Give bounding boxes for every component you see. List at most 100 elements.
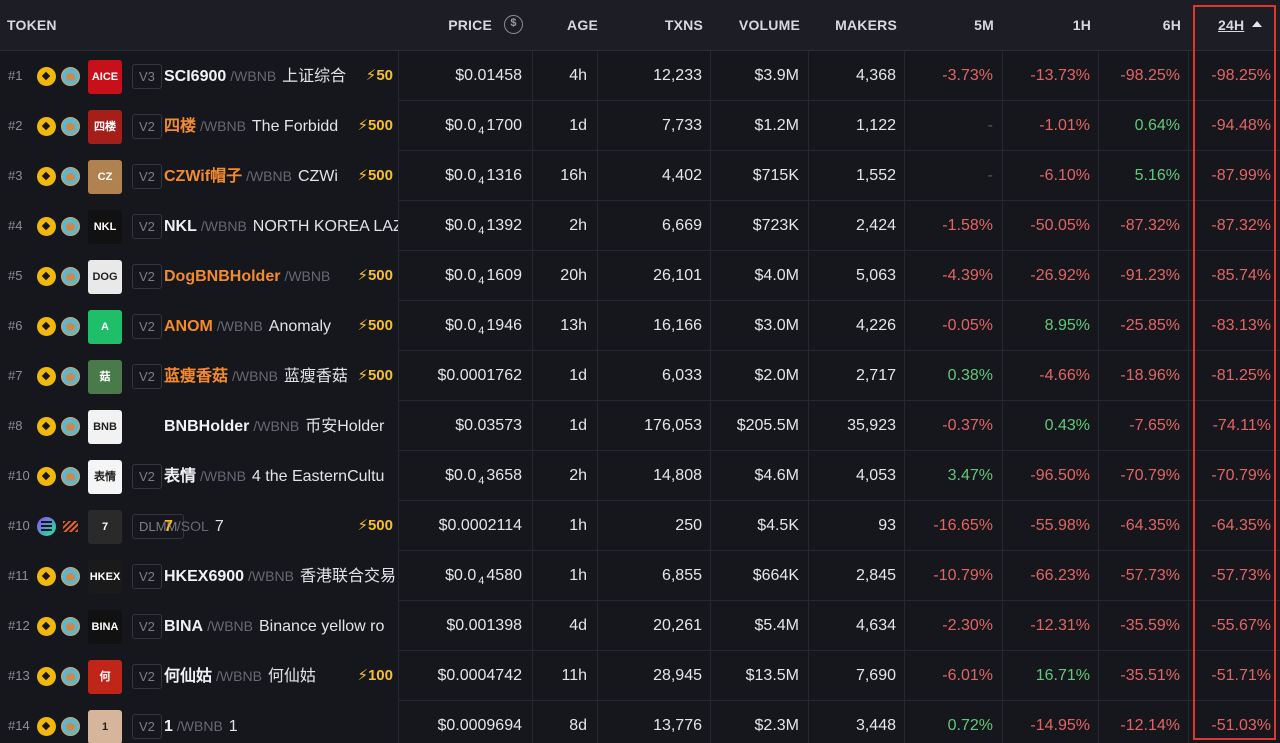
col-24h-header[interactable]: 24H	[1218, 0, 1274, 51]
boost-badge[interactable]: ⚡500	[355, 301, 393, 351]
cell-h24: -83.13%	[1211, 317, 1271, 334]
token-name: 何仙姑	[267, 668, 316, 685]
cell-h6: -91.23%	[1100, 251, 1189, 301]
pair-quote: /WBNB	[216, 668, 262, 684]
rank-label: #3	[8, 168, 23, 183]
dex-version-badge: V2	[132, 664, 162, 689]
token-symbol: BINA	[164, 618, 204, 635]
cell-makers: 7,690	[810, 651, 905, 701]
cell-age: 1d	[533, 101, 598, 151]
token-cell[interactable]: #1 AICE V3 SCI6900/WBNB 上证综合 ⚡50	[0, 51, 399, 101]
price-cell: $0.0 4 3658	[400, 451, 533, 501]
col-6h-header[interactable]: 6H	[1162, 17, 1181, 33]
price-zero-count: 4	[478, 125, 485, 137]
token-cell[interactable]: #11 HKEX V2 HKEX6900/WBNB 香港联合交易	[0, 551, 399, 601]
cell-h6: -25.85%	[1100, 301, 1189, 351]
table-row[interactable]: #5 DOG V2 DogBNBHolder/WBNB ⚡500 $0.0 4 1609 20h…	[0, 251, 1280, 301]
token-name: The Forbidd	[251, 118, 339, 135]
table-row[interactable]: #4 NKL V2 NKL/WBNB NORTH KOREA LAZ $0.0 4 1392 2…	[0, 201, 1280, 251]
pancakeswap-icon	[61, 67, 80, 86]
token-name: CZWi	[297, 168, 338, 185]
token-cell[interactable]: #12 BINA V2 BINA/WBNB Binance yellow ro	[0, 601, 399, 651]
cell-h6: -18.96%	[1100, 351, 1189, 401]
token-cell[interactable]: #10 7 DLMM 7/SOL 7 ⚡500	[0, 501, 399, 551]
dollar-coin-icon[interactable]: $	[504, 14, 523, 34]
token-info: DogBNBHolder/WBNB	[164, 251, 330, 301]
token-cell[interactable]: #14 1 V2 1/WBNB 1	[0, 701, 399, 743]
token-cell[interactable]: #5 DOG V2 DogBNBHolder/WBNB ⚡500	[0, 251, 399, 301]
rank-label: #1	[8, 68, 23, 83]
col-5m-header[interactable]: 5M	[974, 17, 994, 33]
boost-badge[interactable]: ⚡500	[355, 251, 393, 301]
table-row[interactable]: #11 HKEX V2 HKEX6900/WBNB 香港联合交易 $0.0 4 4580 1h 6…	[0, 551, 1280, 601]
cell-h24: -51.71%	[1211, 667, 1271, 684]
table-row[interactable]: #14 1 V2 1/WBNB 1 $0.0009694 8d 13,776 $2.3M 3,44…	[0, 701, 1280, 743]
rank-label: #14	[8, 718, 30, 733]
cell-age: 4h	[533, 51, 598, 101]
dex-version-badge: V2	[132, 614, 162, 639]
boost-badge[interactable]: ⚡500	[355, 101, 393, 151]
currency-toggle[interactable]: $	[498, 0, 523, 51]
table-row[interactable]: #8 BNB BNBHolder/WBNB 币安Holder $0.03573 1d 176…	[0, 401, 1280, 451]
cell-txns: 13,776	[606, 701, 711, 743]
token-cell[interactable]: #13 何 V2 何仙姑/WBNB 何仙姑 ⚡100	[0, 651, 399, 701]
table-row[interactable]: #10 7 DLMM 7/SOL 7 ⚡500 $0.0002114 1h 250 $4.5K 93…	[0, 501, 1280, 551]
cell-makers: 5,063	[810, 251, 905, 301]
cell-makers: 1,122	[810, 101, 905, 151]
token-cell[interactable]: #10 表情 V2 表情/WBNB 4 the EasternCultu	[0, 451, 399, 501]
token-cell[interactable]: #6 A V2 ANOM/WBNB Anomaly ⚡500	[0, 301, 399, 351]
token-logo: 何	[88, 660, 122, 694]
pair-quote: /WBNB	[248, 568, 294, 584]
cell-h1: 0.43%	[1004, 401, 1099, 451]
token-cell[interactable]: #8 BNB BNBHolder/WBNB 币安Holder	[0, 401, 399, 451]
col-volume-header[interactable]: VOLUME	[738, 17, 800, 33]
table-row[interactable]: #6 A V2 ANOM/WBNB Anomaly ⚡500 $0.0 4 1946 13h 16,…	[0, 301, 1280, 351]
cell-volume: $4.0M	[712, 251, 809, 301]
price-cell: $0.0 4 4580	[400, 551, 533, 601]
boost-badge[interactable]: ⚡50	[363, 51, 393, 101]
token-cell[interactable]: #4 NKL V2 NKL/WBNB NORTH KOREA LAZ	[0, 201, 399, 251]
table-row[interactable]: #2 四楼 V2 四楼/WBNB The Forbidd ⚡500 $0.0 4 1700 1d 7…	[0, 101, 1280, 151]
token-name: 1	[228, 718, 238, 735]
cell-m5: 0.72%	[906, 701, 1003, 743]
col-price-header[interactable]: PRICE	[400, 0, 492, 51]
col-txns-header[interactable]: TXNS	[664, 17, 703, 33]
price-header-label: PRICE	[448, 17, 492, 33]
table-row[interactable]: #12 BINA V2 BINA/WBNB Binance yellow ro $0.00…	[0, 601, 1280, 651]
col-age-header[interactable]: AGE	[567, 17, 598, 33]
col-makers-header[interactable]: MAKERS	[835, 17, 897, 33]
table-row[interactable]: #1 AICE V3 SCI6900/WBNB 上证综合 ⚡50 $0.01458 4h 12,…	[0, 51, 1280, 101]
price-prefix: $0.0	[445, 217, 477, 234]
cell-m5: -4.39%	[906, 251, 1003, 301]
col-1h-header[interactable]: 1H	[1072, 17, 1091, 33]
token-logo: NKL	[88, 210, 122, 244]
cell-h24: -98.25%	[1211, 67, 1271, 84]
cell-txns: 26,101	[606, 251, 711, 301]
token-symbol: 7	[164, 518, 173, 535]
table-row[interactable]: #3 CZ V2 CZWif帽子/WBNB CZWi ⚡500 $0.0 4 1316 16h 4,…	[0, 151, 1280, 201]
dex-version-badge: V2	[132, 164, 162, 189]
price-digits: 1316	[486, 167, 522, 184]
boost-badge[interactable]: ⚡500	[355, 351, 393, 401]
table-row[interactable]: #7 菇 V2 蓝瘦香菇/WBNB 蓝瘦香菇 ⚡500 $0.0001762 1d 6,033 $…	[0, 351, 1280, 401]
table-row[interactable]: #13 何 V2 何仙姑/WBNB 何仙姑 ⚡100 $0.0004742 11h 28,945…	[0, 651, 1280, 701]
cell-volume: $5.4M	[712, 601, 809, 651]
col-token-header[interactable]: TOKEN	[7, 17, 57, 33]
token-cell[interactable]: #3 CZ V2 CZWif帽子/WBNB CZWi ⚡500	[0, 151, 399, 201]
pair-quote: /WBNB	[284, 268, 331, 284]
boost-badge[interactable]: ⚡100	[355, 651, 393, 701]
token-cell[interactable]: #2 四楼 V2 四楼/WBNB The Forbidd ⚡500	[0, 101, 399, 151]
table-row[interactable]: #10 表情 V2 表情/WBNB 4 the EasternCultu $0.0 4 365…	[0, 451, 1280, 501]
cell-h24: -87.32%	[1211, 217, 1271, 234]
token-info: CZWif帽子/WBNB CZWi	[164, 151, 338, 201]
pancakeswap-icon	[61, 367, 80, 386]
cell-h6: -35.59%	[1100, 601, 1189, 651]
token-info: ANOM/WBNB Anomaly	[164, 301, 331, 351]
token-cell[interactable]: #7 菇 V2 蓝瘦香菇/WBNB 蓝瘦香菇 ⚡500	[0, 351, 399, 401]
cell-txns: 176,053	[606, 401, 711, 451]
boost-badge[interactable]: ⚡500	[355, 501, 393, 551]
boost-badge[interactable]: ⚡500	[355, 151, 393, 201]
cell-age: 8d	[533, 701, 598, 743]
pair-quote: /WBNB	[207, 618, 253, 634]
